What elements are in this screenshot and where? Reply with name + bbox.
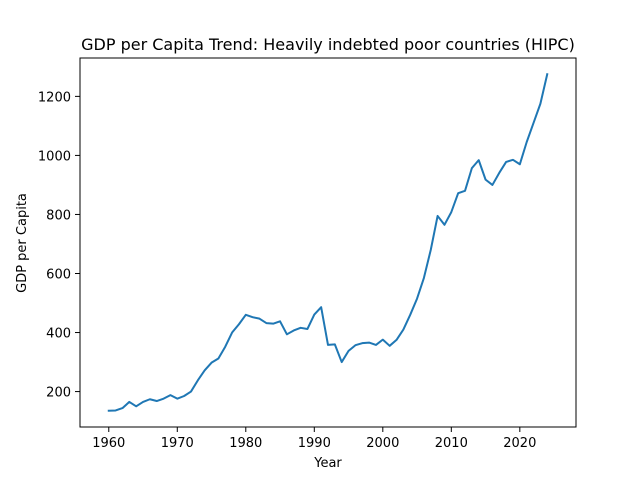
x-tick-label: 2020 (503, 436, 536, 451)
x-tick-label: 2010 (435, 436, 468, 451)
y-tick-label: 400 (46, 327, 71, 342)
y-tick-label: 800 (46, 208, 71, 223)
series-line (107, 73, 549, 412)
x-axis: 1960 1970 1980 1990 2000 2010 2020 (92, 427, 536, 451)
x-tick-label: 1980 (229, 436, 262, 451)
x-axis-label: Year (313, 456, 342, 471)
plot-area (79, 57, 577, 428)
plot-frame (79, 57, 577, 428)
x-tick-label: 1990 (298, 436, 331, 451)
x-tick-label: 1960 (92, 436, 125, 451)
x-tick-label: 1970 (161, 436, 194, 451)
y-tick-label: 1200 (38, 90, 71, 105)
y-tick-label: 600 (46, 267, 71, 282)
y-tick-label: 1000 (38, 149, 71, 164)
y-axis-label: GDP per Capita (15, 193, 30, 293)
y-tick-label: 200 (46, 386, 71, 401)
y-axis: 200 400 600 800 1000 1200 (38, 90, 80, 401)
chart-title: GDP per Capita Trend: Heavily indebted p… (81, 35, 575, 54)
x-tick-label: 2000 (366, 436, 399, 451)
